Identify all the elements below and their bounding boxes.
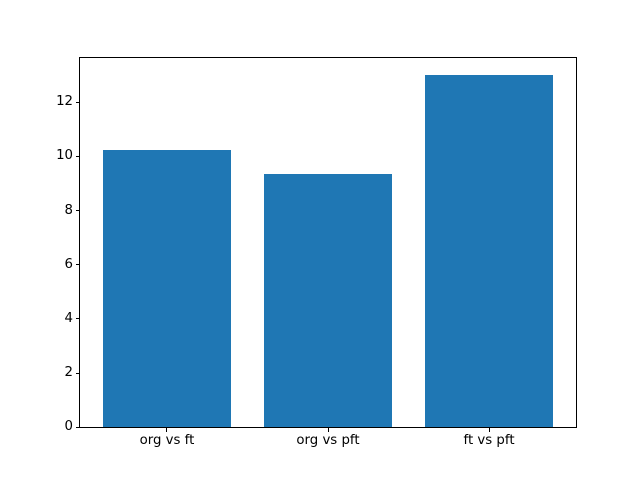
y-tick-label: 0 — [64, 419, 73, 435]
bar-org-vs-ft — [102, 149, 232, 428]
y-tick-mark — [75, 264, 79, 266]
x-tick-mark — [166, 428, 168, 432]
y-tick-mark — [75, 101, 79, 103]
y-tick-mark — [75, 372, 79, 374]
y-tick-label: 6 — [64, 256, 73, 272]
y-tick-mark — [75, 210, 79, 212]
bar-ft-vs-pft — [424, 75, 554, 428]
plot-area — [79, 56, 577, 429]
y-tick-label: 4 — [64, 310, 73, 326]
y-tick-label: 12 — [56, 94, 73, 110]
y-tick-mark — [75, 318, 79, 320]
x-tick-mark — [327, 428, 329, 432]
y-tick-label: 10 — [56, 148, 73, 164]
y-tick-label: 8 — [64, 202, 73, 218]
bar-org-vs-pft — [263, 174, 393, 428]
x-tick-label: org vs pft — [296, 433, 360, 449]
x-tick-mark — [488, 428, 490, 432]
y-tick-mark — [75, 155, 79, 157]
y-tick-mark — [75, 426, 79, 428]
y-tick-label: 2 — [64, 365, 73, 381]
x-tick-label: org vs ft — [139, 433, 195, 449]
x-tick-label: ft vs pft — [463, 433, 515, 449]
